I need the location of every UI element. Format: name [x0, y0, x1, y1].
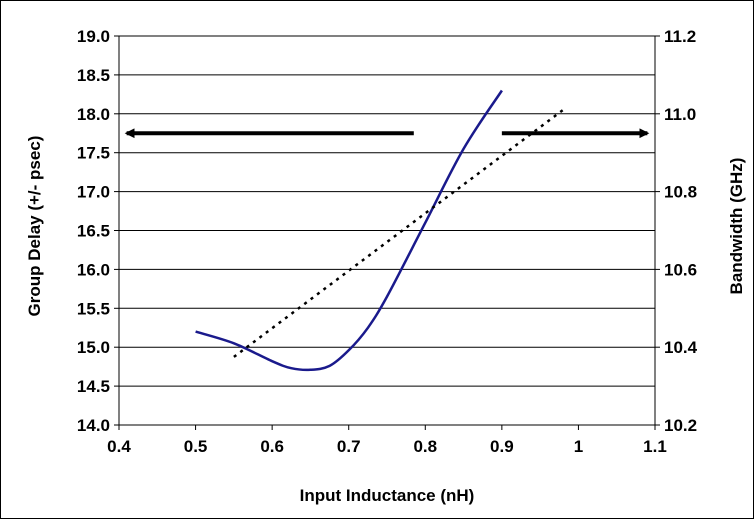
grid-layer — [119, 74, 655, 387]
x-tick-label: 0.7 — [337, 437, 361, 456]
y-tick-label: 16.5 — [77, 222, 110, 241]
y-tick-label: 17.5 — [77, 144, 110, 163]
y-tick-label: 16.0 — [77, 260, 110, 279]
x-axis-title: Input Inductance (nH) — [300, 486, 475, 505]
y-tick-label: 15.5 — [77, 299, 110, 318]
y-tick-label: 15.0 — [77, 338, 110, 357]
y2-tick-label: 10.4 — [664, 338, 698, 357]
bandwidth-series-line — [233, 108, 564, 358]
x-tick-label: 1 — [574, 437, 583, 456]
x-tick-label: 0.4 — [107, 437, 131, 456]
y2-tick-label: 11.0 — [664, 105, 696, 124]
y2-tick-label: 10.2 — [664, 416, 697, 435]
y2-tick-label: 10.6 — [664, 260, 697, 279]
group-delay-series-line — [195, 89, 503, 372]
x-tick-label: 0.6 — [260, 437, 284, 456]
y-tick-label: 14.5 — [77, 377, 110, 396]
y-tick-label: 18.0 — [77, 105, 110, 124]
y-tick-label: 19.0 — [77, 27, 110, 46]
y2-tick-label: 10.8 — [664, 183, 697, 202]
x-tick-label: 0.8 — [413, 437, 437, 456]
y-tick-label: 18.5 — [77, 66, 110, 85]
x-tick-label: 0.9 — [490, 437, 514, 456]
y-tick-label: 14.0 — [77, 416, 110, 435]
series-layer — [195, 89, 564, 372]
tick-layer: 14.0 14.5 15.0 15.5 16.0 16.5 17.0 17.5 18.0 18.5… — [77, 27, 698, 456]
y-tick-label: 17.0 — [77, 183, 110, 202]
x-tick-label: 1.1 — [643, 437, 667, 456]
y-axis-title: Group Delay (+/- psec) — [25, 136, 44, 317]
x-tick-label: 0.5 — [184, 437, 208, 456]
y2-tick-label: 11.2 — [664, 27, 696, 46]
y2-axis-title: Bandwidth (GHz) — [727, 158, 746, 295]
